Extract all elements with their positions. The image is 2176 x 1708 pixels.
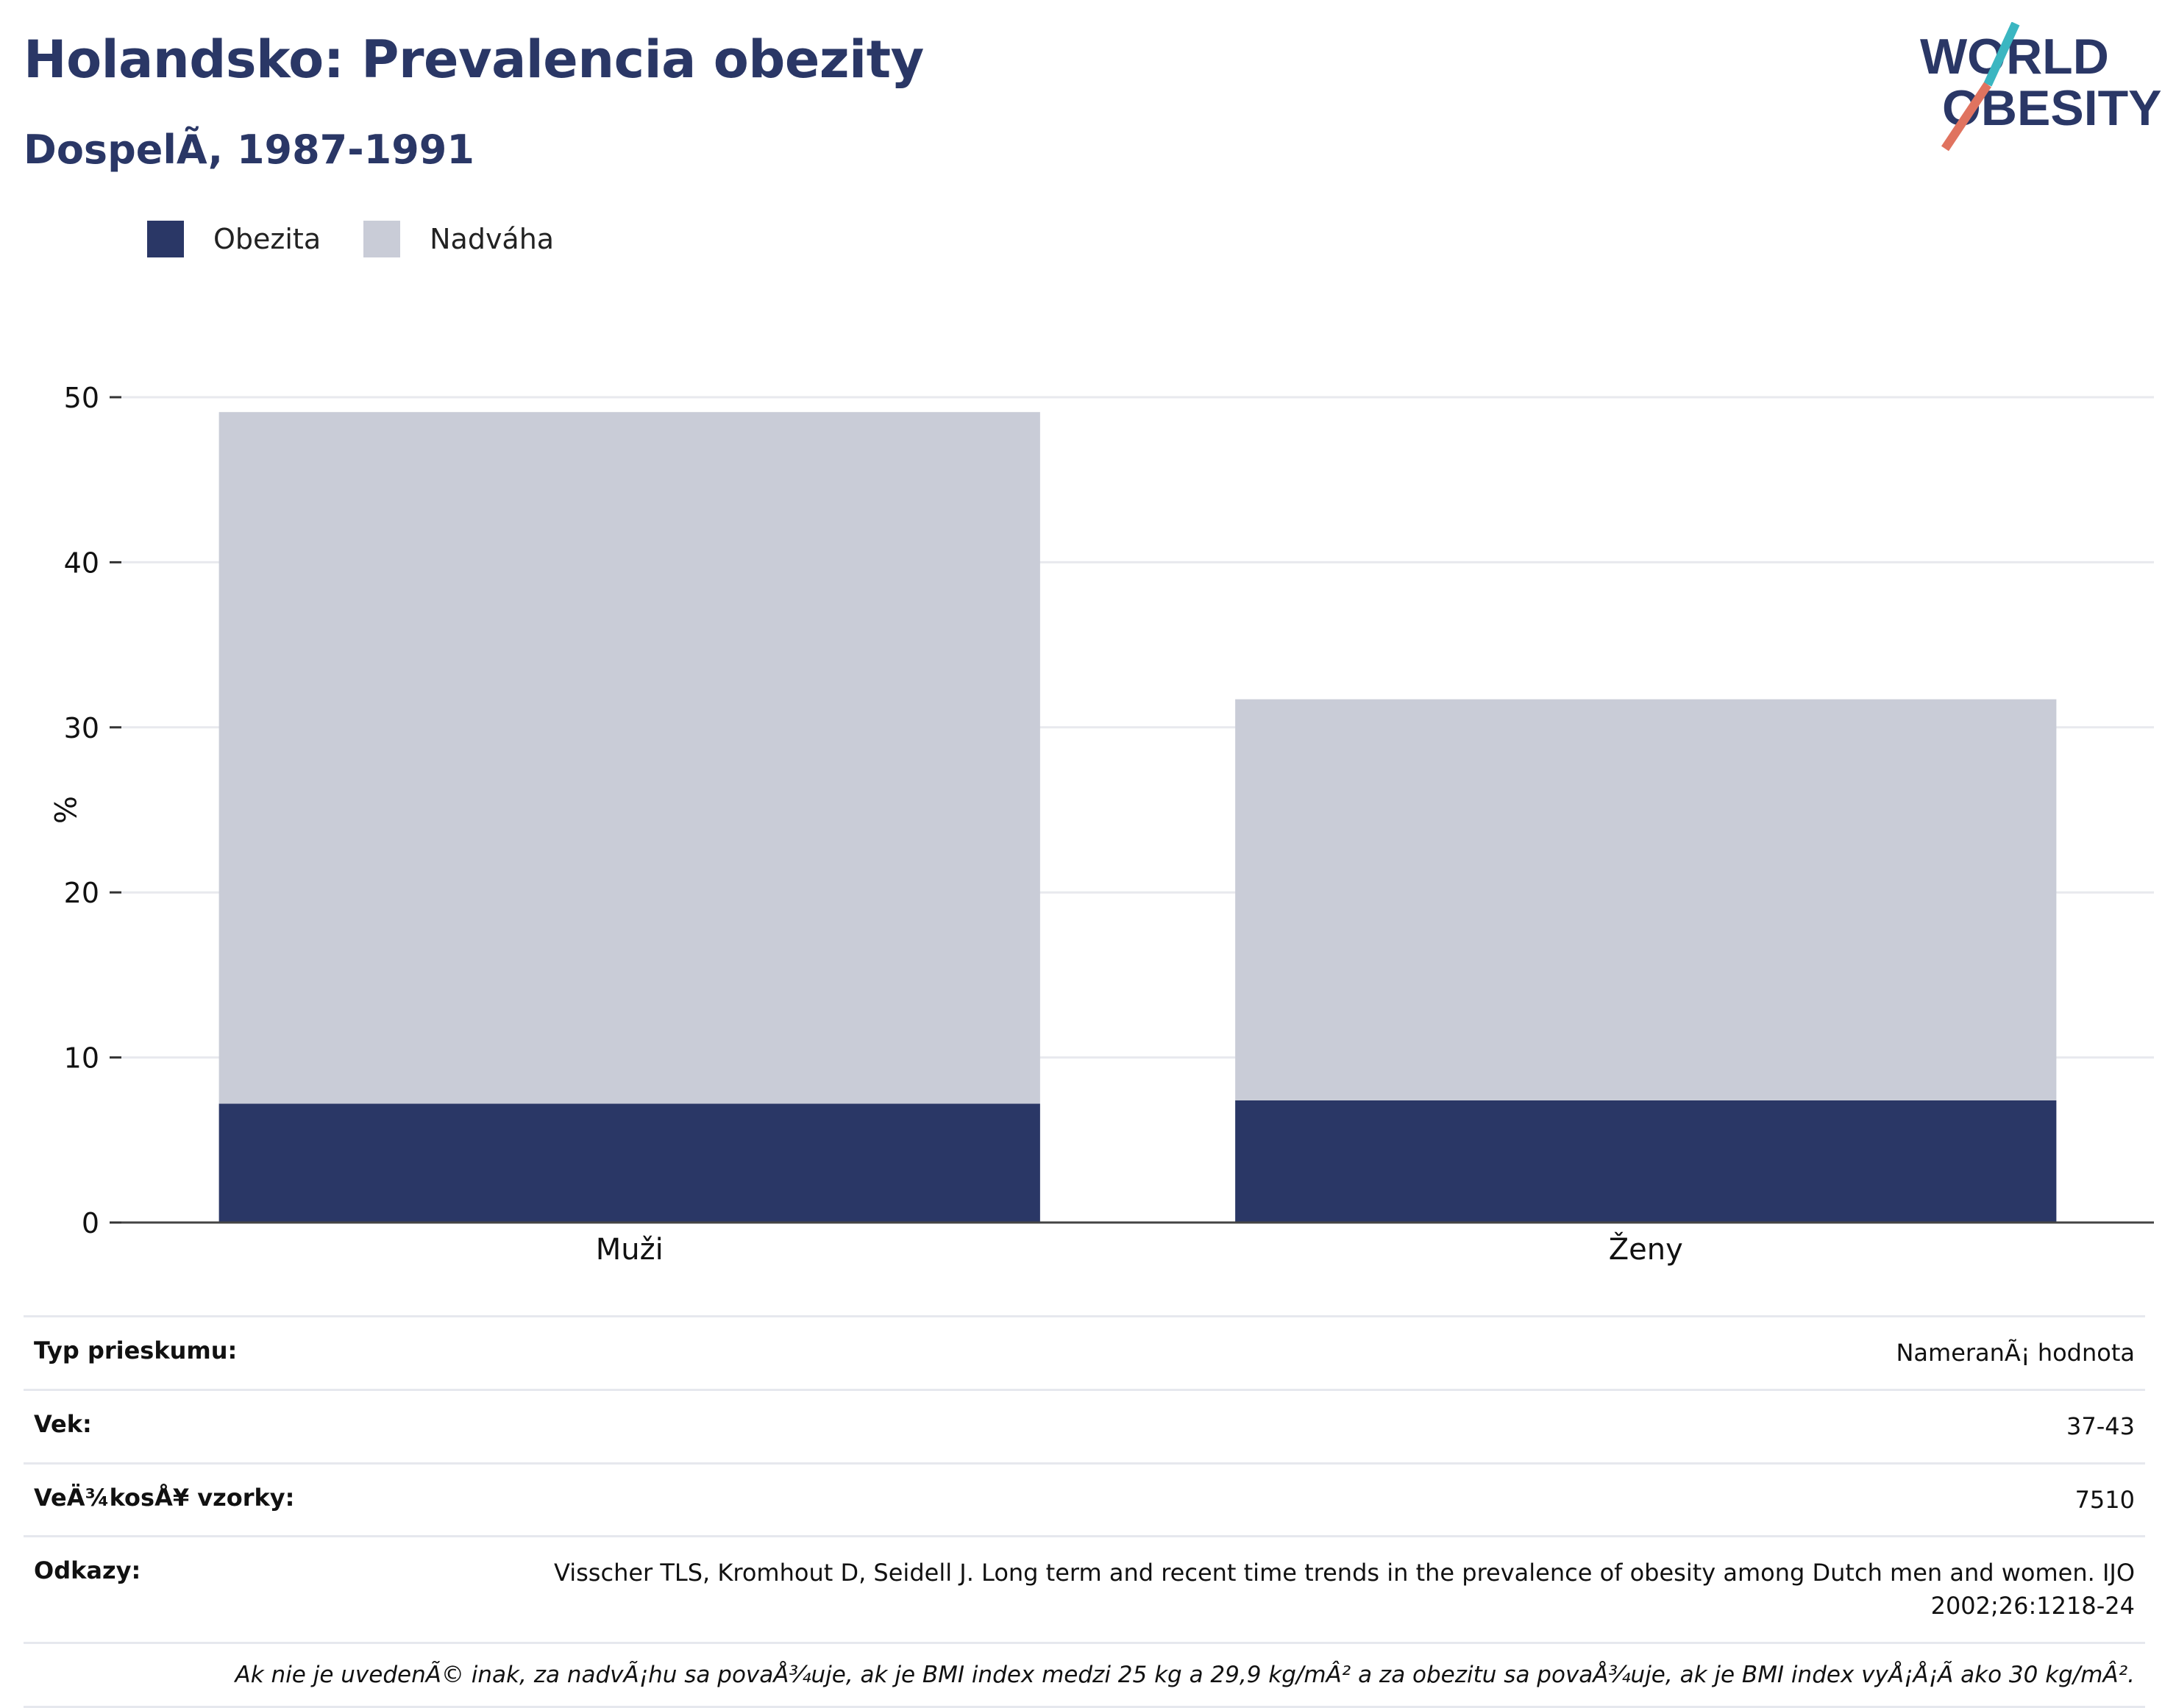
info-row-age: Vek: 37-43 bbox=[24, 1388, 2145, 1462]
y-axis-label: % bbox=[47, 796, 81, 824]
logo-slash-top bbox=[1983, 21, 2020, 87]
y-tick-label: 40 bbox=[64, 547, 99, 579]
logo-graphic: WORLD OBESITY bbox=[1920, 21, 2162, 152]
y-tick-label: 50 bbox=[64, 382, 99, 414]
info-table: Typ prieskumu: NameranÃ¡ hodnota Vek: 37… bbox=[24, 1315, 2145, 1708]
bar-nadváha-1 bbox=[1235, 699, 2057, 1100]
info-key-survey-type: Typ prieskumu: bbox=[34, 1337, 238, 1364]
world-obesity-logo: WORLD OBESITY bbox=[1920, 21, 2163, 154]
bar-obezita-0 bbox=[218, 1103, 1040, 1223]
info-key-age: Vek: bbox=[34, 1409, 92, 1438]
y-tick-label: 10 bbox=[64, 1042, 99, 1075]
legend-swatch-obezita bbox=[147, 221, 184, 257]
legend-item-nadvaha[interactable]: Nadváha bbox=[363, 221, 554, 257]
x-tick-label: Ženy bbox=[1609, 1231, 1683, 1267]
y-tick-label: 20 bbox=[64, 877, 99, 909]
bar-obezita-1 bbox=[1235, 1100, 2057, 1223]
y-tick-label: 30 bbox=[64, 712, 99, 744]
info-row-survey-type: Typ prieskumu: NameranÃ¡ hodnota bbox=[24, 1315, 2145, 1389]
info-key-references: Odkazy: bbox=[34, 1556, 141, 1585]
y-tick-label: 0 bbox=[82, 1207, 99, 1239]
legend-item-obezita[interactable]: Obezita bbox=[147, 221, 321, 257]
x-tick-label: Muži bbox=[596, 1233, 664, 1267]
chart-title: Holandsko: Prevalencia obezity bbox=[24, 29, 924, 90]
info-row-sample-size: VeÄ¾kosÅ¥ vzorky: 7510 bbox=[24, 1462, 2145, 1536]
info-value-age: 37-43 bbox=[2066, 1412, 2135, 1440]
logo-line2: OBESITY bbox=[1942, 80, 2162, 136]
legend-label-obezita: Obezita bbox=[213, 223, 321, 255]
bar-nadváha-0 bbox=[218, 412, 1040, 1104]
info-value-survey-type: NameranÃ¡ hodnota bbox=[1896, 1339, 2135, 1367]
legend-swatch-nadvaha bbox=[363, 221, 401, 257]
logo-slash-bottom bbox=[1941, 82, 1991, 152]
info-key-sample-size: VeÄ¾kosÅ¥ vzorky: bbox=[34, 1483, 295, 1512]
logo-line1: WORLD bbox=[1920, 29, 2109, 85]
legend-label-nadvaha: Nadváha bbox=[430, 223, 555, 255]
bar-chart: 0 10 20 30 40 50% Muži Ženy bbox=[47, 382, 2154, 1267]
chart-subtitle: DospelÃ, 1987-1991 bbox=[24, 127, 474, 173]
info-value-sample-size: 7510 bbox=[2074, 1485, 2135, 1514]
info-row-references: Odkazy: Visscher TLS, Kromhout D, Seidel… bbox=[24, 1535, 2145, 1642]
info-value-references: Visscher TLS, Kromhout D, Seidell J. Lon… bbox=[554, 1559, 2135, 1620]
legend: Obezita Nadváha bbox=[147, 221, 597, 257]
bmi-note: Ak nie je uvedenÃ© inak, za nadvÃ¡hu sa … bbox=[24, 1641, 2145, 1708]
